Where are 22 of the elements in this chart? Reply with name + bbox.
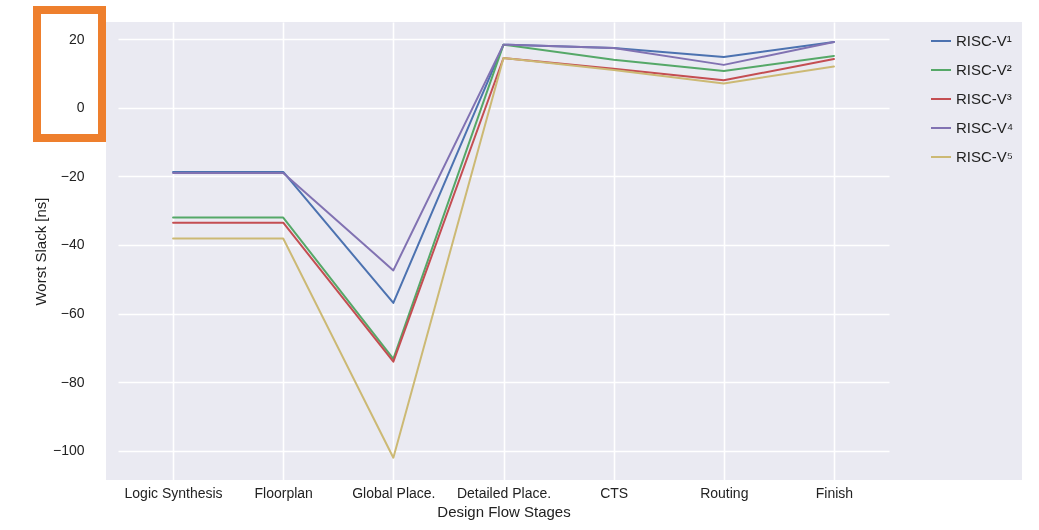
y-tick-label: 20: [68, 30, 85, 47]
y-tick-label: 0: [76, 99, 85, 116]
y-axis-title: Worst Slack [ns]: [31, 197, 49, 306]
x-axis-title: Design Flow Stages: [437, 502, 571, 520]
legend-label: RISC-V³: [956, 90, 1012, 107]
legend-label: RISC-V⁵: [956, 148, 1014, 165]
x-tick-label: CTS: [600, 484, 629, 501]
x-tick-label: Detailed Place.: [456, 484, 552, 501]
x-tick-label: Routing: [700, 484, 749, 501]
legend-label: RISC-V²: [956, 61, 1012, 78]
y-tick-label: −80: [60, 373, 85, 390]
y-tick-label: −100: [52, 442, 85, 459]
y-tick-label: −20: [60, 167, 85, 184]
x-tick-label: Finish: [815, 484, 854, 501]
x-tick-label: Global Place.: [352, 484, 436, 501]
y-tick-label: −40: [60, 236, 85, 253]
legend-label: RISC-V¹: [956, 32, 1012, 49]
line-series: [172, 57, 835, 459]
x-tick-label: Logic Synthesis: [124, 484, 223, 501]
legend-label: RISC-V⁴: [956, 119, 1014, 136]
x-tick-label: Floorplan: [254, 484, 313, 501]
y-tick-label: −60: [60, 305, 85, 322]
